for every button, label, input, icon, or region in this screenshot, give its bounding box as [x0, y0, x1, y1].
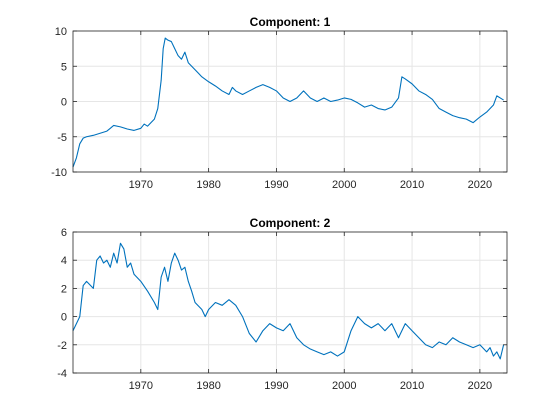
x-tick-label: 2010 — [400, 380, 424, 392]
x-tick-label: 2010 — [400, 179, 424, 191]
y-tick-label: 0 — [61, 97, 67, 109]
x-tick-label: 1980 — [196, 179, 220, 191]
y-tick-label: 2 — [61, 283, 67, 295]
x-tick-label: 2020 — [468, 380, 492, 392]
y-tick-label: 6 — [61, 227, 67, 239]
y-tick-label: -2 — [57, 340, 67, 352]
y-tick-label: -5 — [57, 132, 67, 144]
chart-title: Component: 2 — [250, 216, 331, 230]
x-tick-label: 1980 — [196, 380, 220, 392]
y-tick-label: -4 — [57, 368, 67, 380]
y-tick-label: 10 — [55, 26, 67, 38]
x-tick-label: 2000 — [332, 380, 356, 392]
x-tick-label: 1970 — [129, 380, 153, 392]
plot-area — [73, 232, 507, 373]
x-tick-label: 1990 — [264, 179, 288, 191]
chart-panel-component-1: 1970 1980 1990 2000 2010 2020 -10 -5 0 5 10 Compone… — [51, 15, 508, 191]
axes-frame — [72, 231, 508, 374]
chart-panel-component-2: 1970 1980 1990 2000 2010 2020 -4 -2 0 2 4 6 Componen… — [57, 216, 508, 392]
y-tick-label: -10 — [51, 167, 67, 179]
x-tick-label: 1970 — [129, 179, 153, 191]
x-tick-label: 2020 — [468, 179, 492, 191]
chart-title: Component: 1 — [250, 15, 331, 29]
y-tick-label: 4 — [61, 255, 67, 267]
x-tick-label: 1990 — [264, 380, 288, 392]
series-line-1 — [72, 242, 505, 360]
series-line-1 — [72, 37, 504, 168]
y-tick-label: 5 — [61, 61, 67, 73]
x-tick-label: 2000 — [332, 179, 356, 191]
y-tick-label: 0 — [61, 312, 67, 324]
